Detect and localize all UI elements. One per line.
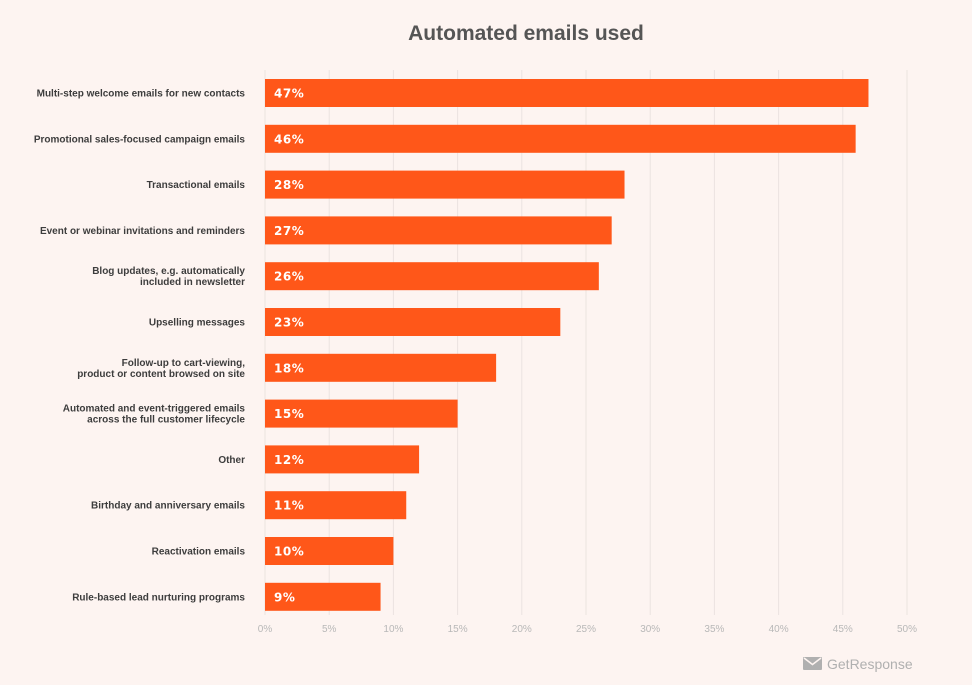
bar-value-label: 15% [274, 407, 304, 421]
x-tick-label: 30% [640, 624, 660, 635]
x-tick-label: 50% [897, 624, 917, 635]
envelope-icon [803, 657, 822, 670]
bar-value-label: 26% [274, 270, 304, 284]
grid-lines [264, 70, 908, 615]
bar [265, 216, 612, 245]
bar-value-label: 12% [274, 453, 304, 467]
bar [265, 491, 407, 520]
category-label: product or content browsed on site [77, 369, 245, 380]
x-tick-label: 45% [833, 624, 853, 635]
x-tick-label: 15% [448, 624, 468, 635]
category-label: Automated and event-triggered emails [63, 404, 246, 415]
category-label: Other [218, 455, 245, 466]
brand-name: GetResponse [827, 656, 913, 672]
brand-logo: GetResponse [803, 656, 913, 672]
category-label: across the full customer lifecycle [87, 415, 245, 426]
category-label: Rule-based lead nurturing programs [72, 592, 245, 603]
category-label: Birthday and anniversary emails [91, 501, 245, 512]
bar-value-label: 10% [274, 545, 304, 559]
bars: 47% 46% 28% 27% 26% 23% 18% 15% 12% 11% 10% 9% [265, 79, 869, 611]
bar [265, 262, 599, 291]
bar [265, 170, 625, 199]
bar-value-label: 9% [274, 590, 295, 604]
bar-value-label: 11% [274, 499, 304, 513]
bar-value-label: 18% [274, 361, 304, 375]
x-tick-label: 0% [258, 624, 273, 635]
bar-value-label: 27% [274, 224, 304, 238]
category-label: Follow-up to cart-viewing, [122, 358, 246, 369]
x-tick-label: 40% [769, 624, 789, 635]
bar [265, 353, 497, 382]
category-label: Transactional emails [147, 180, 246, 191]
category-label: Promotional sales-focused campaign email… [34, 134, 246, 145]
x-tick-label: 20% [512, 624, 532, 635]
x-tick-label: 35% [704, 624, 724, 635]
bar [265, 399, 458, 428]
bar-value-label: 46% [274, 132, 304, 146]
bar [265, 445, 420, 474]
x-axis-ticks: 0% 5% 10% 15% 20% 25% 30% 35% 40% 45% 50% [258, 624, 917, 635]
category-label: Reactivation emails [152, 547, 246, 558]
bar-value-label: 23% [274, 316, 304, 330]
bar-value-label: 28% [274, 178, 304, 192]
x-tick-label: 25% [576, 624, 596, 635]
chart-title: Automated emails used [408, 22, 644, 45]
bar [265, 124, 856, 153]
category-label: Blog updates, e.g. automatically [92, 266, 245, 277]
category-label: Upselling messages [149, 318, 246, 329]
bar [265, 537, 394, 565]
category-label: Event or webinar invitations and reminde… [40, 226, 245, 237]
bar [265, 308, 561, 336]
category-labels: Multi-step welcome emails for new contac… [34, 89, 246, 604]
bar [265, 79, 869, 107]
category-label: included in newsletter [140, 277, 245, 288]
x-tick-label: 5% [322, 624, 337, 635]
x-tick-label: 10% [383, 624, 403, 635]
bar-value-label: 47% [274, 87, 304, 101]
bar [265, 582, 381, 611]
category-label: Multi-step welcome emails for new contac… [37, 89, 246, 100]
